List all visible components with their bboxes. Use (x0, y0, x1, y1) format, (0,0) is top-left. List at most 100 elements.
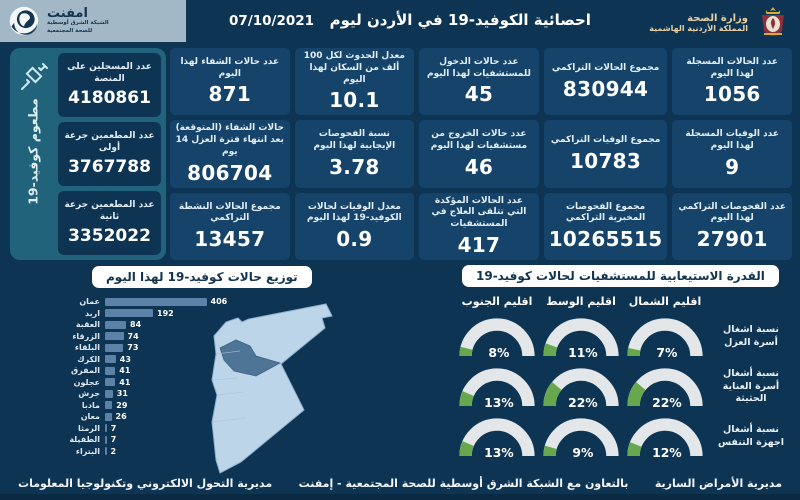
stat-tile-label: معدل الوفيات لحالات الكوفيد-19 لهذا اليو… (307, 201, 402, 224)
stat-tile: معدل الحدوث لكل 100 ألف من السكان لهذا ا… (294, 48, 415, 116)
vaccination-tile-label: عدد المطعمين جرعة أولى (64, 131, 155, 153)
bar (105, 332, 124, 341)
gauge-value: 9% (572, 446, 593, 460)
gauge: 13% (455, 414, 539, 460)
bar-category-label: الرمثا (78, 423, 100, 433)
bar (105, 297, 207, 306)
bar-category-label: اربد (85, 308, 100, 318)
vaccination-tile-value: 4180861 (68, 87, 151, 108)
bar-value: 406 (210, 297, 228, 307)
stat-tile-label: عدد حالات الخروج من مستشفيات لهذا اليوم (430, 129, 528, 151)
gauge-value: 22% (652, 396, 682, 410)
syringe-icon (21, 63, 48, 90)
ministry-country: المملكة الأردنية الهاشمية (649, 24, 748, 33)
stat-tile-value: 830944 (562, 76, 649, 101)
bar-row: المفرق 41 (58, 365, 348, 377)
bar (105, 366, 116, 375)
ministry-name: وزارة الصحة (687, 13, 748, 24)
bar-category-label: البتراء (75, 446, 100, 456)
stat-tile-label: مجموع الحالات التراكمي (551, 62, 660, 73)
bar (105, 435, 107, 444)
stat-tile: مجموع الوفيات التراكمي 10783 (543, 120, 668, 188)
footer: مديرية الأمراض السارية بالتعاون مع الشبك… (0, 477, 800, 490)
bar-category-label: البلقاء (74, 343, 100, 353)
bar (105, 401, 113, 410)
ministry-emblem-icon (762, 7, 784, 36)
bar-value: 7 (110, 423, 117, 433)
bar-value: 43 (119, 354, 131, 364)
bar-row: جرش 31 (58, 388, 348, 400)
bar-category-label: الزرقاء (72, 331, 100, 341)
region-header-spacer (707, 295, 795, 310)
jordan-map (186, 292, 346, 482)
stat-tile-label: نسبة الفحوصات الإيجابية لهذا اليوم (313, 129, 396, 151)
bar-category-label: المفرق (71, 366, 100, 376)
bar-row: عجلون 41 (58, 377, 348, 389)
stat-tile-value: 3.78 (329, 154, 380, 179)
bar-category-label: جرش (78, 389, 100, 399)
capacity-section-title: القدرة الاستيعابية للمستشفيات لحالات كوف… (462, 265, 779, 287)
stat-tile: حالات الشفاء (المتوقعة) بعد انتهاء فترة … (170, 120, 290, 188)
bar (105, 309, 153, 318)
stat-tile: عدد الوفيات المسجلة لهذا اليوم 9 (672, 120, 792, 188)
stat-tile-value: 45 (464, 82, 494, 107)
bar-row: البلقاء 73 (58, 342, 348, 354)
stat-tile-value: 10265515 (548, 227, 663, 252)
distribution-chart-title: توزيع حالات كوفيد-19 لهذا اليوم (92, 266, 312, 288)
gauge-value: 13% (484, 396, 514, 410)
region-header: اقليم الجنوب (461, 295, 533, 308)
gauge: 11% (539, 314, 623, 360)
stat-tile-value: 10783 (570, 148, 642, 173)
bar-row: الزرقاء 74 (58, 331, 348, 343)
stat-tile-label: عدد الفحوصات التراكمي لهذا اليوم (678, 201, 787, 224)
region-header: اقليم الشمال (628, 295, 702, 308)
stat-tile: نسبة الفحوصات الإيجابية لهذا اليوم 3.78 (294, 120, 415, 188)
bar-value: 31 (116, 389, 128, 399)
gauge-row-label: نسبة اشغال أسرة العزل (723, 324, 779, 348)
page-title: احصائية الكوفيد-19 في الأردن ليوم 07/10/… (200, 10, 620, 29)
bar-row: عمان 406 (58, 296, 348, 308)
gauge-value: 7% (656, 346, 677, 360)
footer-right: مديرية الأمراض السارية (654, 477, 782, 490)
bar-value: 2 (110, 446, 117, 456)
gauge-row-label: نسبة أشغال اجهزة التنفس (717, 424, 785, 448)
vaccination-tile-label: عدد المطعمين جرعة ثانية (64, 200, 155, 222)
stat-tile-label: عدد الحالات المؤكدة التي تتلقى العلاج في… (431, 195, 527, 230)
stat-tile-label: مجموع الفحوصات المخبرية التراكمي (565, 201, 646, 224)
gauge-value: 13% (484, 446, 514, 460)
vaccination-tile-value: 3352022 (68, 225, 151, 246)
stat-tile: عدد الحالات المؤكدة التي تتلقى العلاج في… (419, 192, 539, 260)
stat-tile: عدد الحالات المسجلة لهذا اليوم 1056 (672, 48, 792, 116)
stat-tile-value: 27901 (696, 227, 768, 252)
bar-value: 26 (115, 412, 127, 422)
bar (105, 447, 107, 456)
bar (105, 424, 107, 433)
stat-tile-value: 0.9 (336, 227, 373, 252)
daily-stats-grid: عدد الحالات المسجلة لهذا اليوم 1056 مجموع … (170, 48, 792, 260)
vaccination-vertical-label: مطعوم كوفيد-19 (25, 98, 41, 205)
bar-value: 84 (130, 320, 142, 330)
stat-tile-value: 806704 (187, 160, 273, 185)
emphnet-subtitle-1: الشبكة الشرق أوسطية (47, 20, 109, 27)
vaccination-tile: عدد المسجلين على المنصة 4180861 (58, 53, 161, 117)
vaccination-tiles: عدد المسجلين على المنصة 4180861 عدد المطعم… (58, 53, 161, 255)
footer-center: بالتعاون مع الشبكة الشرق أوسطية للصحة ال… (298, 477, 629, 490)
vaccination-tile-value: 3767788 (68, 156, 151, 177)
bar-row: اربد 192 (58, 308, 348, 320)
bar-category-label: الطفيلة (69, 435, 100, 445)
vaccination-panel: مطعوم كوفيد-19 عدد المسجلين على المنصة 41… (10, 48, 166, 260)
bar-category-label: الكرك (77, 354, 100, 364)
stat-tile-label: معدل الحدوث لكل 100 ألف من السكان لهذا ا… (303, 51, 405, 85)
bar-value: 192 (157, 308, 174, 318)
gauge: 13% (455, 364, 539, 410)
highlight-region-amman (219, 339, 282, 377)
bar-row: العقبة 84 (58, 319, 348, 331)
stat-tile: مجموع الحالات التراكمي 830944 (543, 48, 668, 116)
bar-value: 29 (116, 400, 128, 410)
stat-tile-label: عدد حالات الدخول للمستشفيات لهذا اليوم (426, 56, 531, 79)
jordan-map-outline (211, 303, 333, 474)
stat-tile: عدد حالات الخروج من مستشفيات لهذا اليوم 4… (419, 120, 539, 188)
stat-tile-label: عدد حالات الشفاء لهذا اليوم (180, 56, 280, 79)
stat-tile: مجموع الفحوصات المخبرية التراكمي 10265515 (543, 192, 668, 260)
